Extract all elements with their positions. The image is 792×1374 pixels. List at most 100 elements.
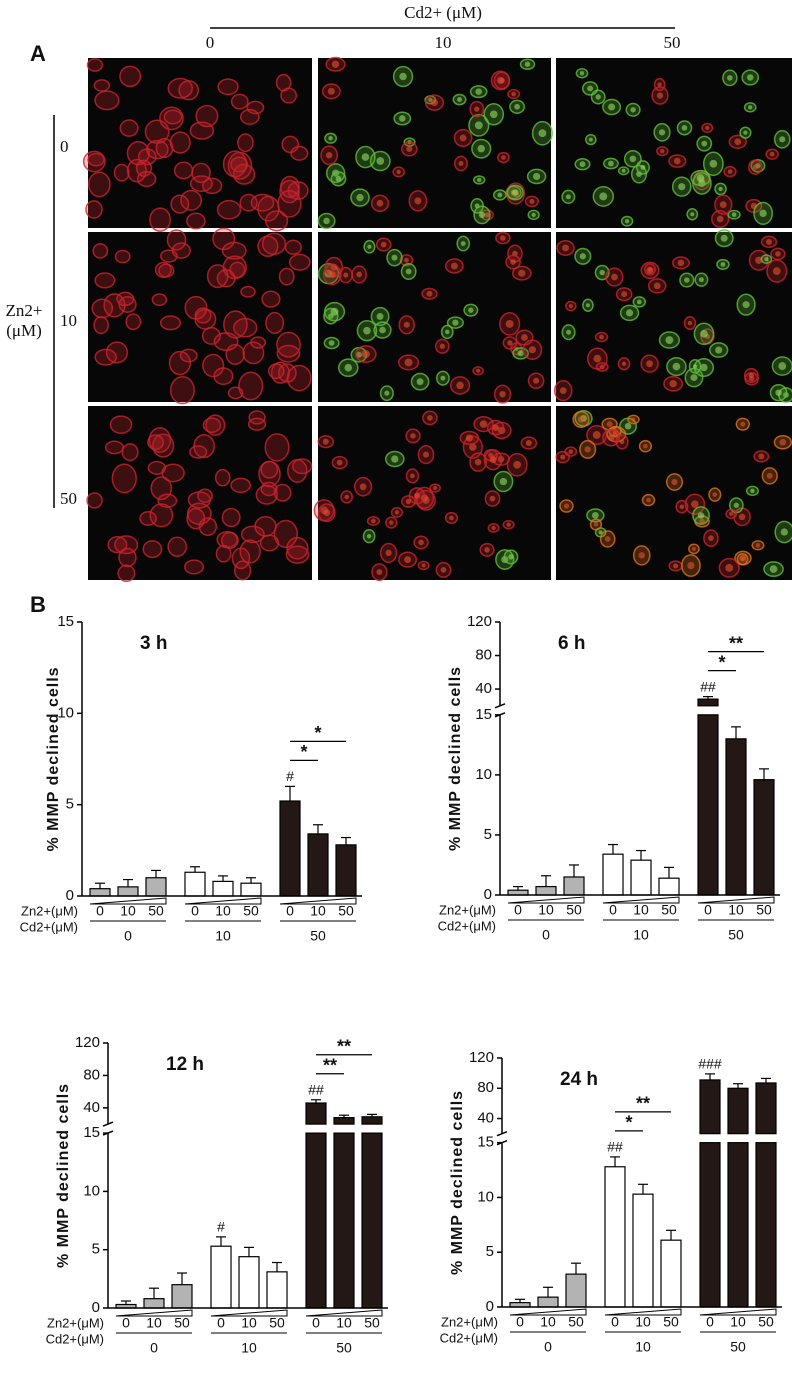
x-tick-label: 10: [241, 1315, 257, 1331]
nucleus: [507, 340, 513, 346]
cell: [259, 534, 280, 552]
cell: [149, 207, 171, 233]
cell: [86, 492, 103, 509]
nucleus: [772, 267, 781, 275]
nucleus: [673, 157, 681, 165]
cell: [158, 263, 175, 278]
micrograph: [88, 227, 312, 405]
nucleus: [359, 483, 367, 491]
nucleus: [525, 439, 532, 447]
nucleus: [766, 238, 772, 245]
nucleus: [426, 290, 433, 297]
nucleus: [330, 307, 339, 316]
nucleus: [533, 377, 540, 384]
nucleus: [748, 372, 754, 379]
x-tick-label: 10: [146, 1315, 162, 1331]
nucleus: [595, 94, 601, 100]
bar: [171, 1284, 193, 1309]
nucleus: [389, 520, 394, 525]
nucleus: [681, 125, 688, 131]
nucleus: [563, 503, 570, 509]
dose-wedge: [184, 897, 262, 905]
cell: [277, 363, 297, 383]
nucleus: [631, 417, 636, 422]
bar: [305, 1132, 327, 1309]
nucleus: [755, 543, 761, 548]
cell: [86, 58, 104, 72]
bar: [753, 779, 775, 896]
annotation: ###: [698, 1056, 722, 1072]
nucleus: [511, 91, 516, 97]
nucleus: [780, 528, 788, 536]
cell: [286, 536, 309, 560]
row-label: 0: [60, 137, 69, 156]
nucleus: [692, 364, 698, 369]
nucleus: [418, 539, 424, 546]
nucleus: [779, 136, 786, 143]
nucleus: [399, 115, 406, 122]
row-title: Zn2+: [6, 301, 43, 320]
cell: [215, 544, 232, 563]
nucleus: [391, 254, 398, 261]
nucleus: [479, 420, 488, 428]
nucleus: [657, 82, 662, 87]
x-tick-label: 0: [286, 903, 294, 919]
nucleus: [474, 106, 480, 112]
cell: [94, 272, 116, 289]
nucleus: [769, 565, 778, 573]
dose-wedge: [604, 1308, 682, 1316]
nucleus: [687, 320, 693, 326]
nucleus: [720, 261, 726, 267]
nucleus: [619, 439, 625, 445]
bar: [212, 880, 234, 897]
cell: [166, 229, 187, 251]
cell: [173, 161, 194, 180]
cell: [276, 344, 301, 363]
nucleus: [715, 346, 723, 354]
nucleus: [460, 241, 466, 246]
nucleus: [458, 160, 464, 166]
nucleus: [725, 563, 734, 572]
cell: [161, 463, 185, 483]
bar: [117, 886, 139, 897]
nucleus: [775, 389, 782, 396]
cell: [237, 133, 254, 153]
x-tick-label: 0: [704, 902, 712, 918]
nucleus: [759, 209, 767, 218]
nucleus: [698, 277, 704, 283]
nucleus: [533, 172, 541, 181]
nucleus: [476, 368, 481, 373]
axis-break: [102, 1121, 114, 1127]
bar: [565, 1273, 587, 1308]
bar: [699, 1142, 721, 1308]
nucleus: [727, 75, 733, 81]
nucleus: [630, 107, 636, 113]
nucleus: [452, 319, 459, 326]
y-tick-label: 0: [92, 1299, 100, 1316]
micrograph: [313, 406, 551, 582]
nucleus: [323, 509, 331, 517]
comparison-label: **: [337, 1037, 351, 1057]
nucleus: [430, 99, 438, 107]
y-tick-label: 5: [92, 1241, 100, 1258]
y-tick-label: 5: [66, 796, 74, 813]
bar: [305, 1102, 327, 1125]
cell: [169, 376, 195, 405]
nucleus: [394, 510, 400, 515]
annotation: ##: [308, 1081, 324, 1097]
cell: [159, 106, 184, 131]
nucleus: [335, 175, 342, 182]
group-axis-label: Cd2+(μM): [440, 1330, 498, 1345]
nucleus: [669, 380, 677, 388]
cell: [121, 443, 139, 462]
y-tick-label: 15: [475, 706, 492, 723]
nucleus: [588, 137, 593, 142]
cell: [230, 93, 249, 110]
cell: [145, 139, 169, 160]
x-tick-label: 50: [758, 1314, 774, 1330]
nucleus: [731, 212, 737, 218]
nucleus: [566, 329, 572, 335]
cell: [221, 507, 241, 528]
nucleus: [416, 378, 424, 386]
